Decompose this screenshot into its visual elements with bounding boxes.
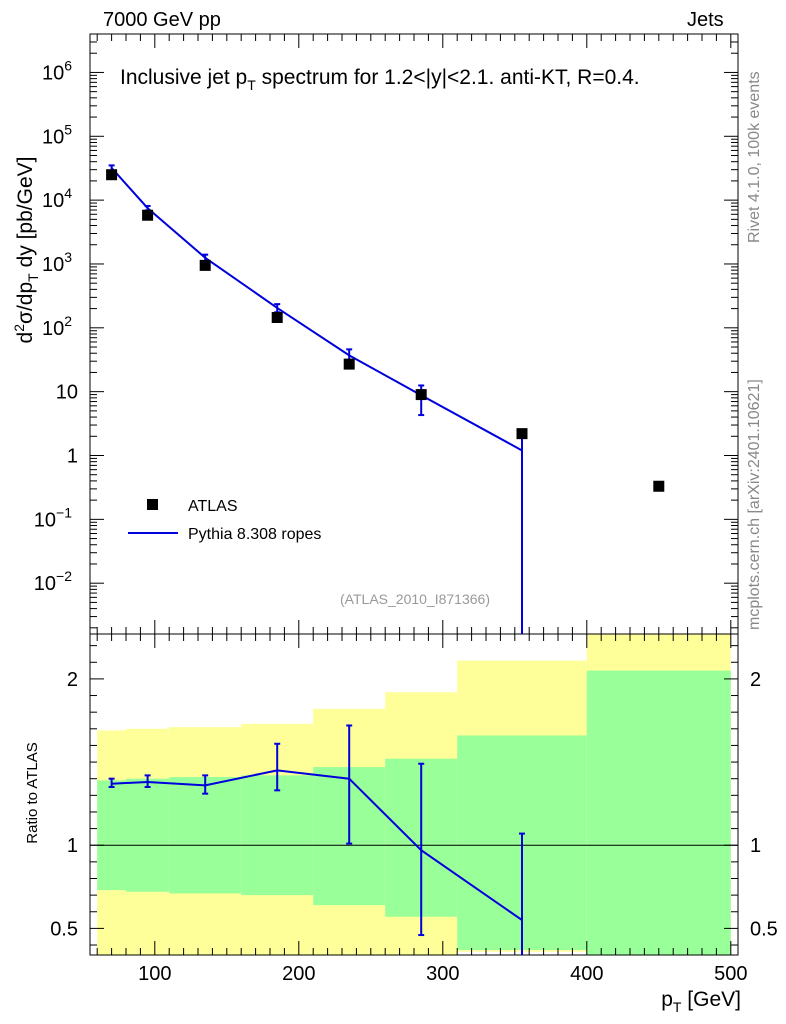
- main-y-tick-label-3: 103: [42, 249, 72, 276]
- mcplots-label: mcplots.cern.ch [arXiv:2401.10621]: [746, 379, 763, 630]
- x-tick-label-3: 400: [570, 963, 603, 985]
- atlas-data-point-7: [653, 480, 665, 492]
- atlas-data-point-0: [106, 169, 118, 181]
- main-y-tick-label-5: 10: [56, 382, 78, 404]
- legend-label-atlas: ATLAS: [188, 498, 238, 515]
- main-y-tick-label-0: 106: [42, 57, 72, 84]
- ratio-y-tick-label-left-2: 2: [67, 669, 78, 691]
- atlas-data-point-3: [271, 312, 283, 324]
- x-tick-label-1: 200: [282, 963, 315, 985]
- atlas-data-markers: [106, 169, 665, 492]
- atlas-data-point-1: [142, 209, 154, 221]
- main-y-tick-label-6: 1: [67, 446, 78, 468]
- ratio-y-ticks: 0.5 0.5 1 1 2 2: [50, 645, 778, 946]
- x-tick-label-4: 500: [714, 963, 747, 985]
- main-y-tick-label-2: 104: [42, 185, 72, 212]
- main-y-tick-label-1: 105: [42, 121, 72, 148]
- analysis-id-label: (ATLAS_2010_I871366): [340, 591, 490, 607]
- category-label: Jets: [687, 9, 724, 31]
- ratio-y-tick-label-right-2: 2: [750, 669, 761, 691]
- legend: ATLAS Pythia 8.308 ropes: [128, 498, 321, 543]
- atlas-data-point-2: [199, 259, 211, 271]
- main-y-tick-label-4: 102: [42, 313, 72, 340]
- atlas-data-point-6: [516, 428, 528, 440]
- x-ticks: 100 200 300 400 500: [96, 34, 747, 985]
- main-y-axis-label: d2σ/dpT dy [pb/GeV]: [11, 157, 41, 344]
- ratio-y-tick-label-right-1: 1: [750, 835, 761, 857]
- band-inner-0: [97, 780, 126, 891]
- x-tick-label-2: 300: [426, 963, 459, 985]
- band-inner-3: [241, 775, 314, 896]
- legend-label-pythia: Pythia 8.308 ropes: [188, 526, 321, 543]
- ratio-y-tick-label-left-0: 0.5: [50, 918, 78, 940]
- ratio-y-axis-label: Ratio to ATLAS: [24, 742, 41, 843]
- x-tick-label-0: 100: [138, 963, 171, 985]
- ratio-uncertainty-bands: [97, 634, 731, 955]
- main-y-tick-label-8: 10−2: [34, 568, 72, 595]
- plot-title: Inclusive jet pT spectrum for 1.2<|y|<2.…: [120, 66, 640, 93]
- rivet-version-label: Rivet 4.1.0, 100k events: [746, 71, 763, 243]
- main-y-tick-label-7: 10−1: [34, 504, 72, 531]
- ratio-series-line: [111, 769, 523, 921]
- ratio-y-tick-label-left-1: 1: [67, 835, 78, 857]
- band-inner-7: [586, 670, 731, 955]
- x-axis-label: pT [GeV]: [661, 988, 741, 1015]
- band-inner-1: [126, 778, 170, 892]
- atlas-data-point-4: [343, 358, 355, 370]
- atlas-data-point-5: [415, 389, 427, 401]
- main-plot-frame: [89, 33, 739, 635]
- mc-series-line: [110, 167, 523, 452]
- mc-error-bars: [108, 164, 525, 634]
- energy-label: 7000 GeV pp: [103, 9, 221, 31]
- legend-marker-atlas: [147, 499, 158, 510]
- ratio-y-tick-label-right-0: 0.5: [750, 918, 778, 940]
- band-inner-2: [169, 777, 242, 894]
